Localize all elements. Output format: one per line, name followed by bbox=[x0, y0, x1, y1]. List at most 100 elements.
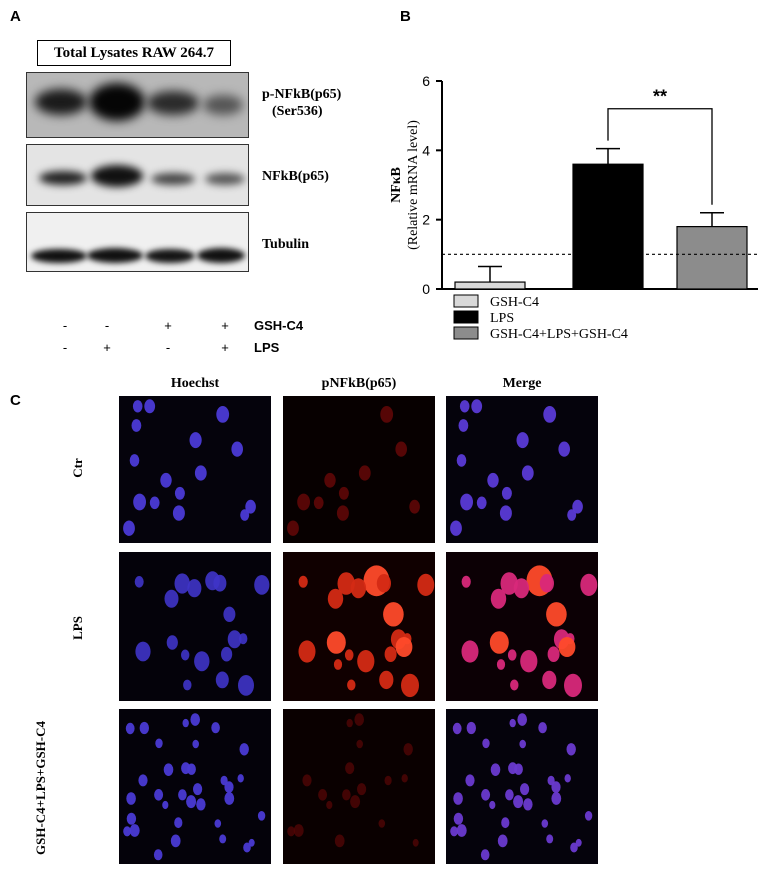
cell-nucleus bbox=[313, 496, 324, 510]
column-header-pnfkb: pNFkB(p65) bbox=[321, 376, 397, 391]
blot-band bbox=[203, 95, 243, 115]
cell-nucleus bbox=[182, 718, 189, 728]
cell-nucleus bbox=[505, 789, 514, 801]
cell-nucleus bbox=[216, 406, 230, 423]
cell-nucleus bbox=[160, 472, 172, 488]
cell-nucleus bbox=[517, 713, 527, 726]
column-header-hoechst: Hoechst bbox=[170, 376, 220, 391]
cell-nucleus bbox=[187, 579, 202, 598]
cell-nucleus bbox=[190, 713, 200, 726]
blot-band bbox=[205, 173, 245, 185]
cell-nucleus bbox=[395, 637, 413, 657]
cell-nucleus bbox=[129, 824, 140, 837]
cell-nucleus bbox=[129, 454, 140, 467]
cell-nucleus bbox=[155, 738, 163, 749]
cell-nucleus bbox=[461, 640, 479, 663]
cell-nucleus bbox=[358, 465, 371, 481]
cell-nucleus bbox=[572, 499, 583, 514]
treatment-lps-lane-1: - bbox=[62, 340, 68, 355]
legend-label: GSH-C4+LPS+GSH-C4 bbox=[490, 327, 628, 342]
cell-nucleus bbox=[450, 520, 462, 536]
cell-nucleus bbox=[133, 493, 146, 511]
cell-nucleus bbox=[126, 792, 136, 805]
cell-nucleus bbox=[126, 812, 137, 825]
blot-band bbox=[151, 173, 195, 185]
cell-nucleus bbox=[476, 496, 487, 510]
cell-nucleus bbox=[497, 834, 508, 848]
cell-nucleus bbox=[521, 465, 534, 481]
cell-nucleus bbox=[481, 789, 491, 801]
cell-nucleus bbox=[333, 659, 343, 670]
cell-nucleus bbox=[139, 721, 149, 735]
cell-nucleus bbox=[347, 679, 356, 691]
cell-nucleus bbox=[403, 743, 413, 756]
bar-chart: 0 2 4 6 NFκB (Relative mRNA level) ** GSH-C4LPS… bbox=[389, 73, 758, 342]
cell-nucleus bbox=[417, 573, 435, 596]
bar bbox=[454, 281, 526, 290]
cell-nucleus bbox=[551, 781, 561, 793]
cell-nucleus bbox=[214, 819, 222, 828]
cell-nucleus bbox=[378, 819, 386, 828]
blot-band bbox=[87, 248, 143, 263]
cell-nucleus bbox=[324, 472, 336, 488]
micrograph-lps-hoechst bbox=[119, 552, 271, 701]
cell-nucleus bbox=[507, 649, 517, 661]
cell-nucleus bbox=[501, 817, 510, 829]
cell-nucleus bbox=[166, 635, 178, 650]
row-label-lps: LPS bbox=[70, 616, 85, 640]
cell-field bbox=[298, 565, 435, 698]
cell-nucleus bbox=[153, 849, 163, 861]
cell-nucleus bbox=[575, 838, 582, 847]
cell-nucleus bbox=[221, 646, 233, 662]
cell-nucleus bbox=[293, 824, 304, 837]
row-label-gsh-lps-gsh: GSH-C4+LPS+GSH-C4 bbox=[33, 721, 48, 855]
y-axis-label-unit: (Relative mRNA level) bbox=[406, 120, 421, 250]
cell-nucleus bbox=[193, 783, 203, 796]
cell-nucleus bbox=[519, 739, 526, 749]
bar bbox=[572, 163, 644, 290]
cell-nucleus bbox=[564, 673, 582, 698]
cell-nucleus bbox=[342, 789, 351, 801]
blot-strip-tubulin bbox=[26, 212, 249, 272]
cell-nucleus bbox=[187, 763, 196, 775]
cell-nucleus bbox=[566, 743, 576, 756]
cell-field bbox=[461, 565, 598, 698]
cell-nucleus bbox=[567, 509, 577, 521]
cell-nucleus bbox=[551, 792, 562, 805]
cell-nucleus bbox=[297, 493, 310, 511]
cell-nucleus bbox=[357, 650, 375, 673]
cell-nucleus bbox=[538, 722, 547, 734]
panel-letter-a: A bbox=[10, 8, 21, 25]
cell-nucleus bbox=[458, 419, 469, 432]
cell-nucleus bbox=[453, 792, 463, 805]
cell-nucleus bbox=[558, 637, 576, 657]
cell-nucleus bbox=[542, 670, 557, 690]
cell-nucleus bbox=[489, 800, 496, 810]
micrograph-gsh-merge bbox=[446, 709, 598, 864]
cell-nucleus bbox=[471, 399, 483, 414]
cell-nucleus bbox=[219, 834, 227, 844]
cell-nucleus bbox=[178, 789, 187, 801]
cell-nucleus bbox=[459, 400, 470, 413]
blot-band bbox=[35, 89, 87, 115]
treatment-lps-lane-3: - bbox=[165, 340, 171, 355]
cell-nucleus bbox=[379, 670, 394, 690]
cell-nucleus bbox=[194, 651, 210, 672]
cell-nucleus bbox=[401, 673, 419, 698]
cell-nucleus bbox=[248, 838, 255, 847]
cell-nucleus bbox=[510, 679, 519, 691]
cell-nucleus bbox=[354, 713, 364, 726]
cell-nucleus bbox=[558, 441, 570, 457]
micrograph-ctr-hoechst bbox=[119, 396, 271, 543]
micrograph-gsh-pnfkb bbox=[283, 709, 435, 864]
cell-nucleus bbox=[336, 505, 349, 521]
treatment-gsh-label: GSH-C4 bbox=[254, 318, 304, 333]
cell-nucleus bbox=[490, 763, 501, 776]
cell-nucleus bbox=[211, 722, 220, 734]
cell-nucleus bbox=[546, 834, 554, 844]
cell-nucleus bbox=[223, 606, 236, 622]
cell-field bbox=[123, 713, 266, 861]
cell-nucleus bbox=[346, 718, 353, 728]
blot-strip-nfkb bbox=[26, 144, 249, 206]
micrograph-ctr-merge bbox=[446, 396, 598, 543]
